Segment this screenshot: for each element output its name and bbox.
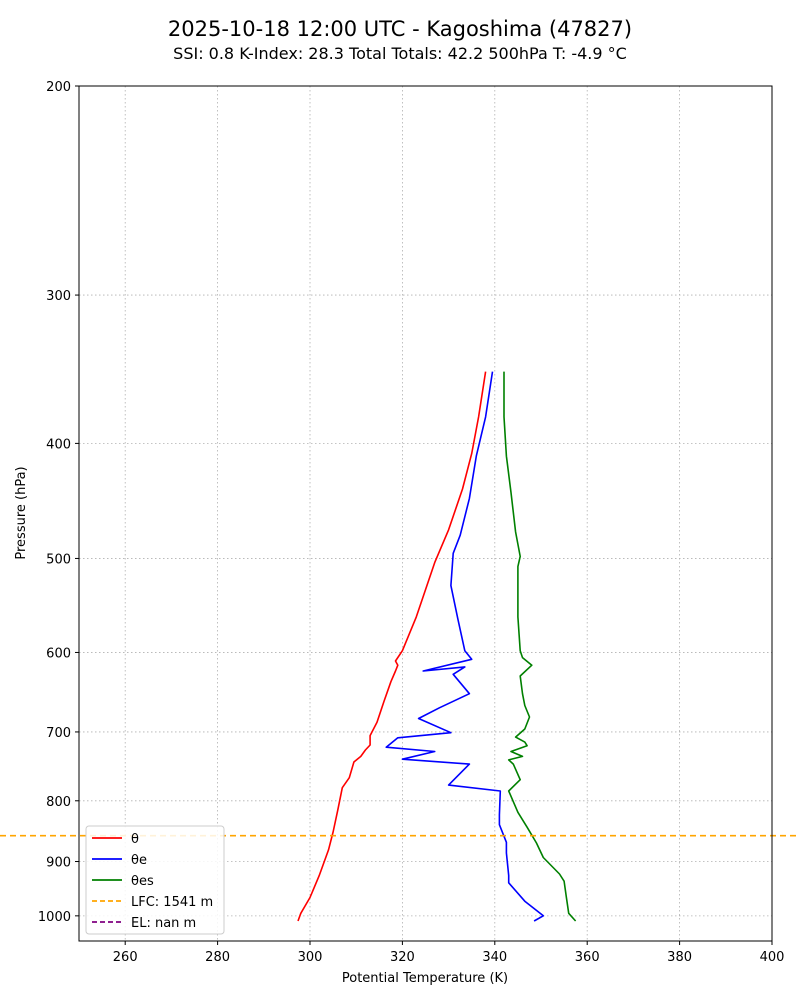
- legend-label: θe: [131, 853, 147, 868]
- plot-frame: [78, 85, 773, 942]
- y-tick-label: 200: [46, 80, 71, 95]
- x-tick-label: 340: [482, 950, 507, 965]
- y-tick-label: 900: [46, 856, 71, 871]
- legend-label: θ: [131, 832, 139, 847]
- y-tick-label: 500: [46, 552, 71, 567]
- legend-label: EL: nan m: [131, 916, 196, 931]
- series-layer: [297, 371, 577, 922]
- chart-subtitle: SSI: 0.8 K-Index: 28.3 Total Totals: 42.…: [173, 44, 627, 63]
- y-tick-label: 400: [46, 437, 71, 452]
- x-tick-label: 320: [390, 950, 415, 965]
- legend-label: θes: [131, 874, 154, 889]
- series-line-2: [503, 371, 577, 922]
- grid: [79, 85, 773, 941]
- x-tick-label: 300: [298, 950, 323, 965]
- y-tick-label: 700: [46, 726, 71, 741]
- y-tick-label: 300: [46, 289, 71, 304]
- y-axis-label: Pressure (hPa): [14, 466, 29, 559]
- x-tick-label: 280: [205, 950, 230, 965]
- y-tick-label: 600: [46, 646, 71, 661]
- x-axis: 260 280 300 320 340 360 380 400: [113, 941, 785, 965]
- x-tick-label: 360: [575, 950, 600, 965]
- y-axis: 200 300 400 500 600 700 800 900 1000: [38, 80, 79, 925]
- legend: θ θe θes LFC: 1541 m EL: nan m: [85, 825, 225, 935]
- chart-title: 2025-10-18 12:00 UTC - Kagoshima (47827): [168, 17, 632, 41]
- x-axis-label: Potential Temperature (K): [342, 971, 508, 986]
- y-tick-label: 800: [46, 795, 71, 810]
- legend-box: [85, 825, 225, 935]
- legend-label: LFC: 1541 m: [131, 895, 213, 910]
- y-tick-label: 1000: [38, 910, 71, 925]
- series-line-1: [385, 371, 545, 922]
- series-line-0: [297, 371, 487, 922]
- x-tick-label: 260: [113, 950, 138, 965]
- x-tick-label: 380: [667, 950, 692, 965]
- x-tick-label: 400: [760, 950, 785, 965]
